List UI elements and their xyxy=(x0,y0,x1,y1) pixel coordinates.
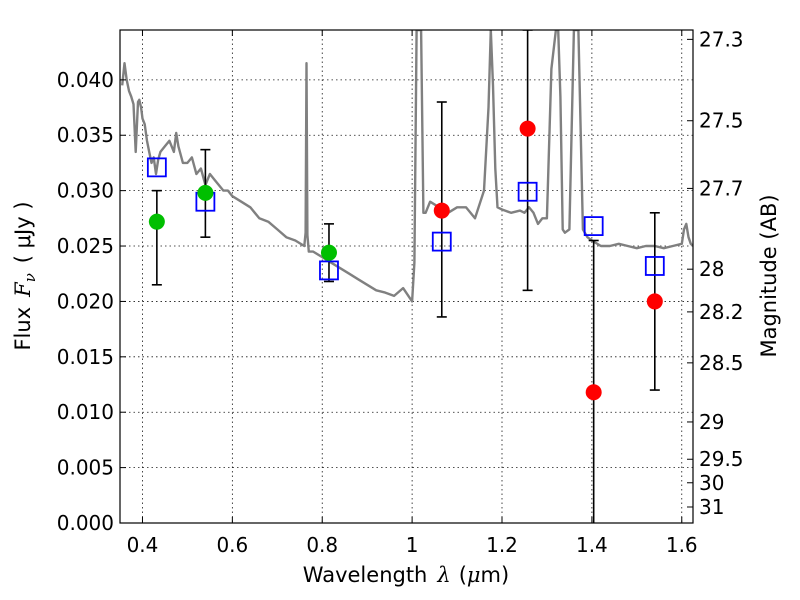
y-tick-label: 0.010 xyxy=(57,400,114,424)
right-tick-label: 28.2 xyxy=(699,300,744,324)
grid xyxy=(120,30,693,523)
observed-flux-green-point xyxy=(320,244,337,261)
y-tick-label: 0.030 xyxy=(57,179,114,203)
y-tick-label: 0.040 xyxy=(57,68,114,92)
x-tick-label: 1.2 xyxy=(486,533,518,557)
observed-flux-red-point xyxy=(585,384,602,401)
observed-flux-green-point xyxy=(197,184,214,201)
x-tick-label: 1.6 xyxy=(666,533,698,557)
y-tick-label: 0.000 xyxy=(57,511,114,535)
model-flux-square xyxy=(431,231,452,252)
x-tick-label: 1 xyxy=(406,533,419,557)
x-tick-label: 0.8 xyxy=(306,533,338,557)
model-flux-square xyxy=(319,260,339,281)
right-tick-label: 31 xyxy=(699,495,724,519)
x-axis-label: Wavelength λ (μm) xyxy=(303,563,509,587)
right-tick-label: 27.5 xyxy=(699,109,744,133)
y-tick-label: 0.025 xyxy=(57,234,114,258)
right-tick-label: 27.3 xyxy=(699,27,744,51)
observed-flux-green-point xyxy=(148,213,165,230)
plot-frame xyxy=(119,29,694,524)
x-tick-label: 0.6 xyxy=(216,533,248,557)
right-tick-label: 30 xyxy=(699,471,724,495)
right-axis-label: Magnitude (AB) xyxy=(757,194,781,357)
y-tick-label: 0.015 xyxy=(57,345,114,369)
x-tick-label: 0.4 xyxy=(127,533,159,557)
model-flux-square xyxy=(146,157,167,178)
ticks: 0.4 0.6 0.8 1 1.2 1.4 1.6 0.000 0.005 0.010 0.015 0… xyxy=(57,27,744,557)
observed-flux-red-point xyxy=(646,293,663,310)
right-tick-label: 29 xyxy=(699,410,724,434)
y-tick-label: 0.035 xyxy=(57,123,114,147)
x-tick-label: 1.4 xyxy=(576,533,608,557)
observed-flux-red-point xyxy=(433,202,450,219)
y-tick-label: 0.020 xyxy=(57,289,114,313)
right-tick-label: 28.5 xyxy=(699,351,744,375)
plot-area xyxy=(121,30,693,523)
y-axis-label: FluxFν( μJy ) xyxy=(11,201,39,350)
right-tick-label: 28 xyxy=(699,257,724,281)
right-tick-label: 27.7 xyxy=(699,176,744,200)
y-tick-label: 0.005 xyxy=(57,456,114,480)
observed-flux-red-point xyxy=(519,120,536,137)
model-flux-square xyxy=(644,256,665,276)
template-spectrum-line xyxy=(121,30,693,303)
model-flux-square xyxy=(583,216,604,236)
model-flux-square xyxy=(517,181,538,202)
right-tick-label: 29.5 xyxy=(699,447,744,471)
